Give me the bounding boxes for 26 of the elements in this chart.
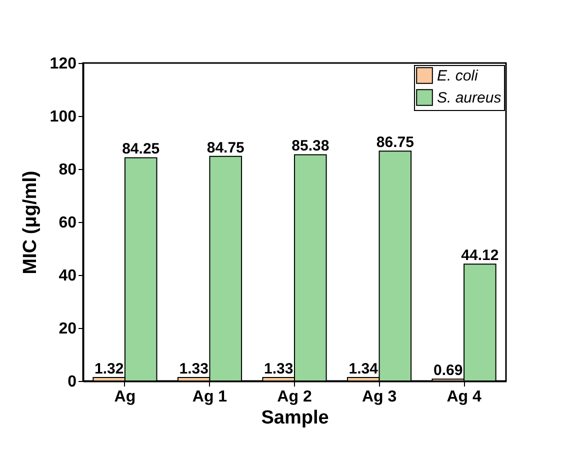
data-label: 86.75 [376, 134, 414, 152]
y-tick-label: 20 [58, 320, 77, 338]
y-tick-label: 100 [50, 108, 77, 126]
y-axis-title: MIC (μg/ml) [20, 170, 41, 274]
data-label: 84.25 [122, 140, 160, 158]
y-tick-label: 80 [58, 162, 77, 178]
data-label: 1.34 [348, 360, 379, 378]
y-tick-label: 0 [68, 374, 77, 390]
legend-label: E. coli [437, 68, 479, 84]
x-tick-label: Ag 4 [446, 388, 482, 406]
x-tick-label: Ag 3 [362, 388, 397, 406]
data-label: 85.38 [292, 138, 330, 155]
x-tick-label: Ag 2 [277, 388, 312, 406]
data-label: 0.69 [434, 362, 463, 380]
data-label: 1.32 [94, 360, 124, 378]
y-tick-label: 120 [50, 56, 77, 72]
legend-label: S. aureus [437, 90, 502, 106]
y-tick-label: 60 [58, 214, 77, 232]
x-tick-label: Ag 1 [192, 388, 228, 406]
x-tick-label: Ag [114, 388, 136, 406]
data-label: 1.33 [264, 360, 294, 378]
data-label: 44.12 [461, 247, 499, 264]
y-tick-label: 40 [58, 268, 77, 284]
data-label: 1.33 [179, 360, 208, 378]
x-axis-title: Sample [261, 408, 329, 428]
data-label: 84.75 [206, 139, 244, 156]
